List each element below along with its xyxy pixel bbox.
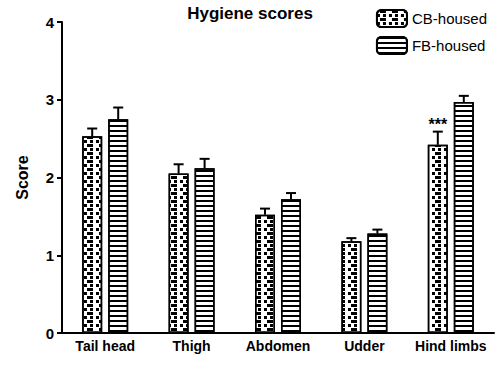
- svg-text:Udder: Udder: [344, 338, 385, 354]
- svg-text:4: 4: [46, 14, 55, 31]
- svg-text:CB-housed: CB-housed: [412, 10, 487, 27]
- svg-text:0: 0: [46, 325, 54, 342]
- svg-text:Tail head: Tail head: [75, 338, 135, 354]
- svg-text:FB-housed: FB-housed: [412, 37, 485, 54]
- svg-text:2: 2: [46, 169, 54, 186]
- svg-text:Hygiene scores: Hygiene scores: [187, 4, 313, 23]
- svg-text:***: ***: [428, 116, 447, 133]
- svg-text:3: 3: [46, 91, 54, 108]
- svg-text:Abdomen: Abdomen: [246, 338, 311, 354]
- svg-text:1: 1: [46, 247, 54, 264]
- svg-text:Thigh: Thigh: [173, 338, 211, 354]
- svg-text:Hind limbs: Hind limbs: [415, 338, 487, 354]
- svg-text:Score: Score: [14, 155, 31, 200]
